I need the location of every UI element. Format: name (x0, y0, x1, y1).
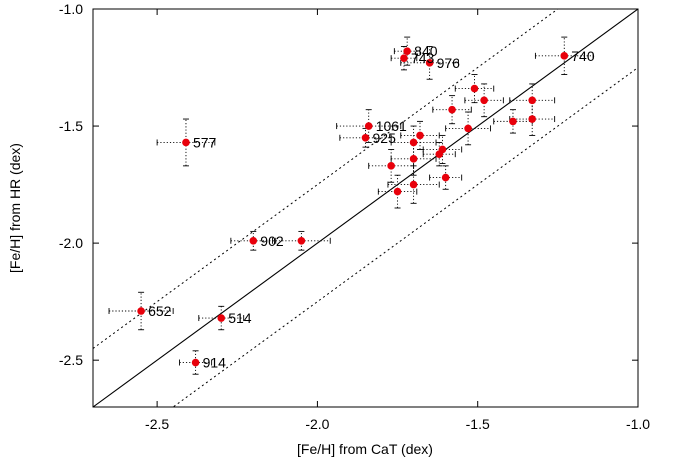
data-point (182, 138, 190, 147)
x-axis-ticks: -2.5 -2.0 -1.5 -1.0 (145, 9, 650, 432)
data-point (528, 96, 537, 105)
point-label: 514 (228, 310, 252, 326)
data-point (509, 117, 517, 126)
data-point (480, 96, 488, 105)
data-point (528, 115, 537, 123)
y-tick-label: -2.0 (59, 235, 83, 251)
y-tick-label: -1.0 (59, 1, 83, 17)
x-tick-label: -2.5 (145, 416, 169, 432)
x-tick-label: -1.5 (466, 416, 490, 432)
point-label: 840 (414, 43, 438, 59)
data-point (448, 105, 456, 114)
data-point (137, 307, 145, 315)
x-tick-label: -1.0 (626, 416, 650, 432)
point-label: 976 (437, 55, 461, 71)
y-tick-label: -2.5 (59, 352, 83, 368)
data-point (560, 52, 569, 60)
data-point (249, 236, 258, 245)
one-to-one-line (93, 9, 638, 407)
y-tick-label: -1.5 (59, 118, 83, 134)
offset-line-1 (93, 9, 559, 349)
data-point (393, 187, 402, 196)
point-label: 902 (260, 233, 284, 249)
y-axis-title: [Fe/H] from HR (dex) (7, 143, 23, 273)
data-point (435, 150, 444, 158)
data-point (425, 59, 434, 67)
data-point (217, 314, 226, 322)
error-bars (108, 36, 594, 375)
data-point (416, 131, 424, 140)
y-axis-ticks: -2.5 -2.0 -1.5 -1.0 (59, 1, 638, 368)
point-label: 914 (203, 355, 227, 371)
x-tick-label: -2.0 (305, 416, 329, 432)
point-label: 652 (148, 303, 172, 319)
data-point (409, 180, 418, 189)
reference-lines (93, 9, 638, 407)
point-label: 577 (193, 134, 217, 150)
data-point (387, 162, 395, 170)
x-axis-title: [Fe/H] from CaT (dex) (297, 441, 433, 457)
data-point (361, 133, 370, 142)
data-point (470, 84, 479, 93)
data-point (409, 138, 418, 147)
data-point (409, 155, 418, 163)
data-point (364, 122, 373, 130)
data-point (297, 236, 306, 245)
point-label: 743 (411, 50, 435, 66)
data-point (400, 54, 408, 62)
point-label: 925 (373, 130, 397, 146)
data-points (137, 47, 569, 367)
plot-frame (92, 8, 639, 408)
point-label: 740 (571, 48, 595, 64)
data-point (464, 124, 472, 133)
point-label: 1061 (376, 118, 407, 134)
data-point (441, 173, 450, 182)
data-point (191, 358, 200, 367)
data-point (403, 47, 411, 55)
